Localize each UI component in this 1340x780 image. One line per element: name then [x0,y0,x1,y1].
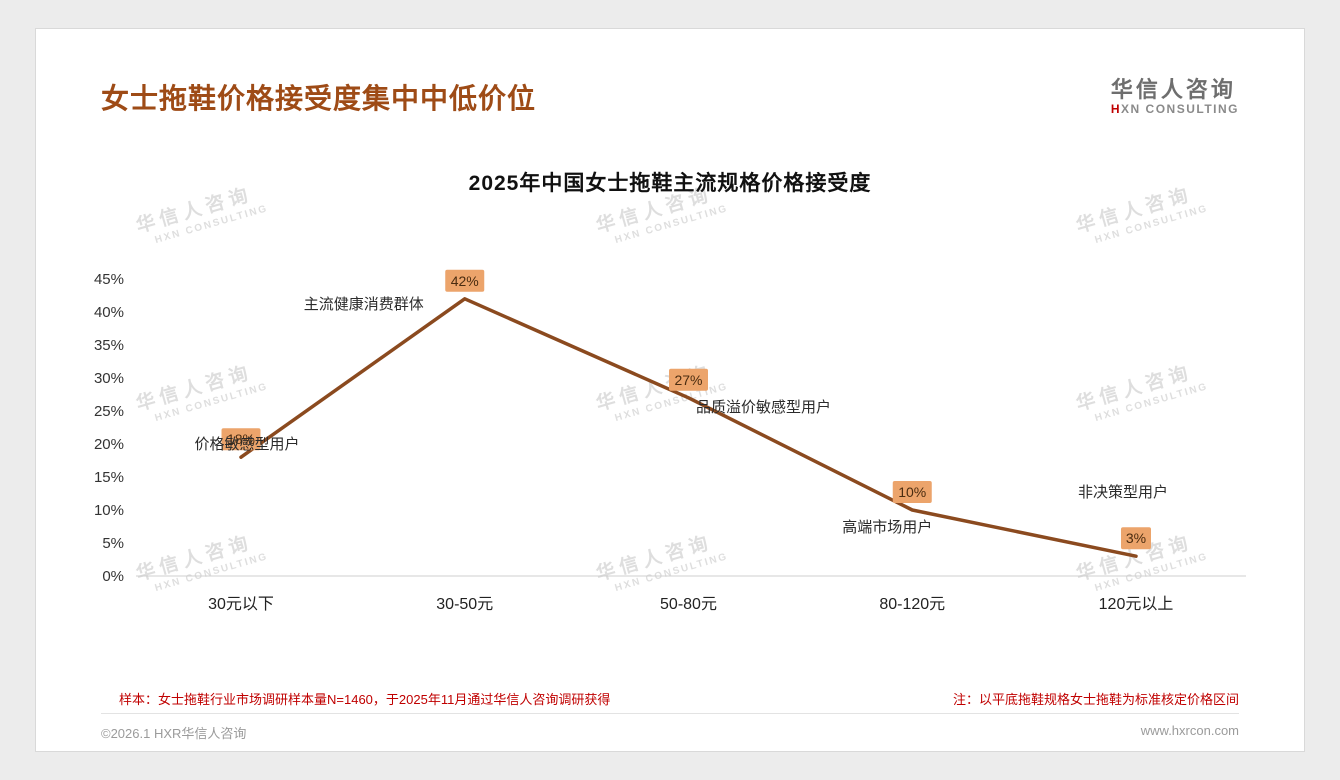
svg-text:30元以下: 30元以下 [208,596,274,613]
svg-text:价格敏感型用户: 价格敏感型用户 [194,436,299,453]
svg-text:3%: 3% [1126,530,1146,546]
svg-text:30-50元: 30-50元 [436,596,493,613]
svg-text:80-120元: 80-120元 [879,596,945,613]
company-logo: 华信人咨询 HXN CONSULTING [1111,77,1239,116]
copyright-text: ©2026.1 HXR华信人咨询 [101,726,247,741]
svg-text:18%: 18% [227,431,255,447]
notes-row: 样本：女士拖鞋行业市场调研样本量N=1460，于2025年11月通过华信人咨询调… [119,689,1239,708]
slide-header: 女士拖鞋价格接受度集中中低价位 华信人咨询 HXN CONSULTING [101,69,1239,125]
svg-text:25%: 25% [94,403,124,420]
svg-text:5%: 5% [102,535,124,552]
x-axis-labels: 30元以下 30-50元 50-80元 80-120元 120元以上 [208,595,1173,613]
svg-text:35%: 35% [94,337,124,354]
svg-text:42%: 42% [451,273,479,289]
svg-text:10%: 10% [94,502,124,519]
svg-text:27%: 27% [674,372,702,388]
svg-text:0%: 0% [102,568,124,585]
svg-text:15%: 15% [94,469,124,486]
svg-text:50-80元: 50-80元 [660,596,717,613]
slide-footer: ©2026.1 HXR华信人咨询 www.hxrcon.com [101,713,1239,742]
svg-text:45%: 45% [94,271,124,288]
svg-text:品质溢价敏感型用户: 品质溢价敏感型用户 [696,399,831,416]
website-text: www.hxrcon.com [1140,723,1239,738]
price-note: 注：以平底拖鞋规格女士拖鞋为标准核定价格区间 [952,692,1239,707]
price-acceptance-line-chart: 0% 5% 10% 15% 20% 25% 30% 35% 40% 45% 30元以下 30-50元 5… [94,269,1246,613]
logo-en-rest: XN CONSULTING [1121,101,1239,116]
logo-mark: H [1110,101,1122,116]
value-labels: 18% 42% 27% 10% 3% [221,269,1151,550]
y-axis-ticks: 0% 5% 10% 15% 20% 25% 30% 35% 40% 45% [94,271,124,585]
svg-text:高端市场用户: 高端市场用户 [842,519,932,536]
svg-text:10%: 10% [898,484,926,500]
svg-text:40%: 40% [94,304,124,321]
svg-text:20%: 20% [94,436,124,453]
page-title: 女士拖鞋价格接受度集中中低价位 [101,83,537,114]
trend-line [239,297,1138,558]
logo-cn-text: 华信人咨询 [1110,77,1236,103]
sample-note: 样本：女士拖鞋行业市场调研样本量N=1460，于2025年11月通过华信人咨询调… [119,692,611,707]
svg-text:主流健康消费群体: 主流健康消费群体 [304,296,424,313]
logo-en-text: HXN CONSULTING [1110,101,1239,117]
svg-text:非决策型用户: 非决策型用户 [1078,484,1168,501]
slide-card: 华信人咨询 HXN CONSULTING 华信人咨询 HXN CONSULTING 华信… [35,28,1305,752]
svg-text:30%: 30% [94,370,124,387]
chart-title: 2025年中国女士拖鞋主流规格价格接受度 [468,172,872,195]
svg-text:120元以上: 120元以上 [1099,595,1174,613]
